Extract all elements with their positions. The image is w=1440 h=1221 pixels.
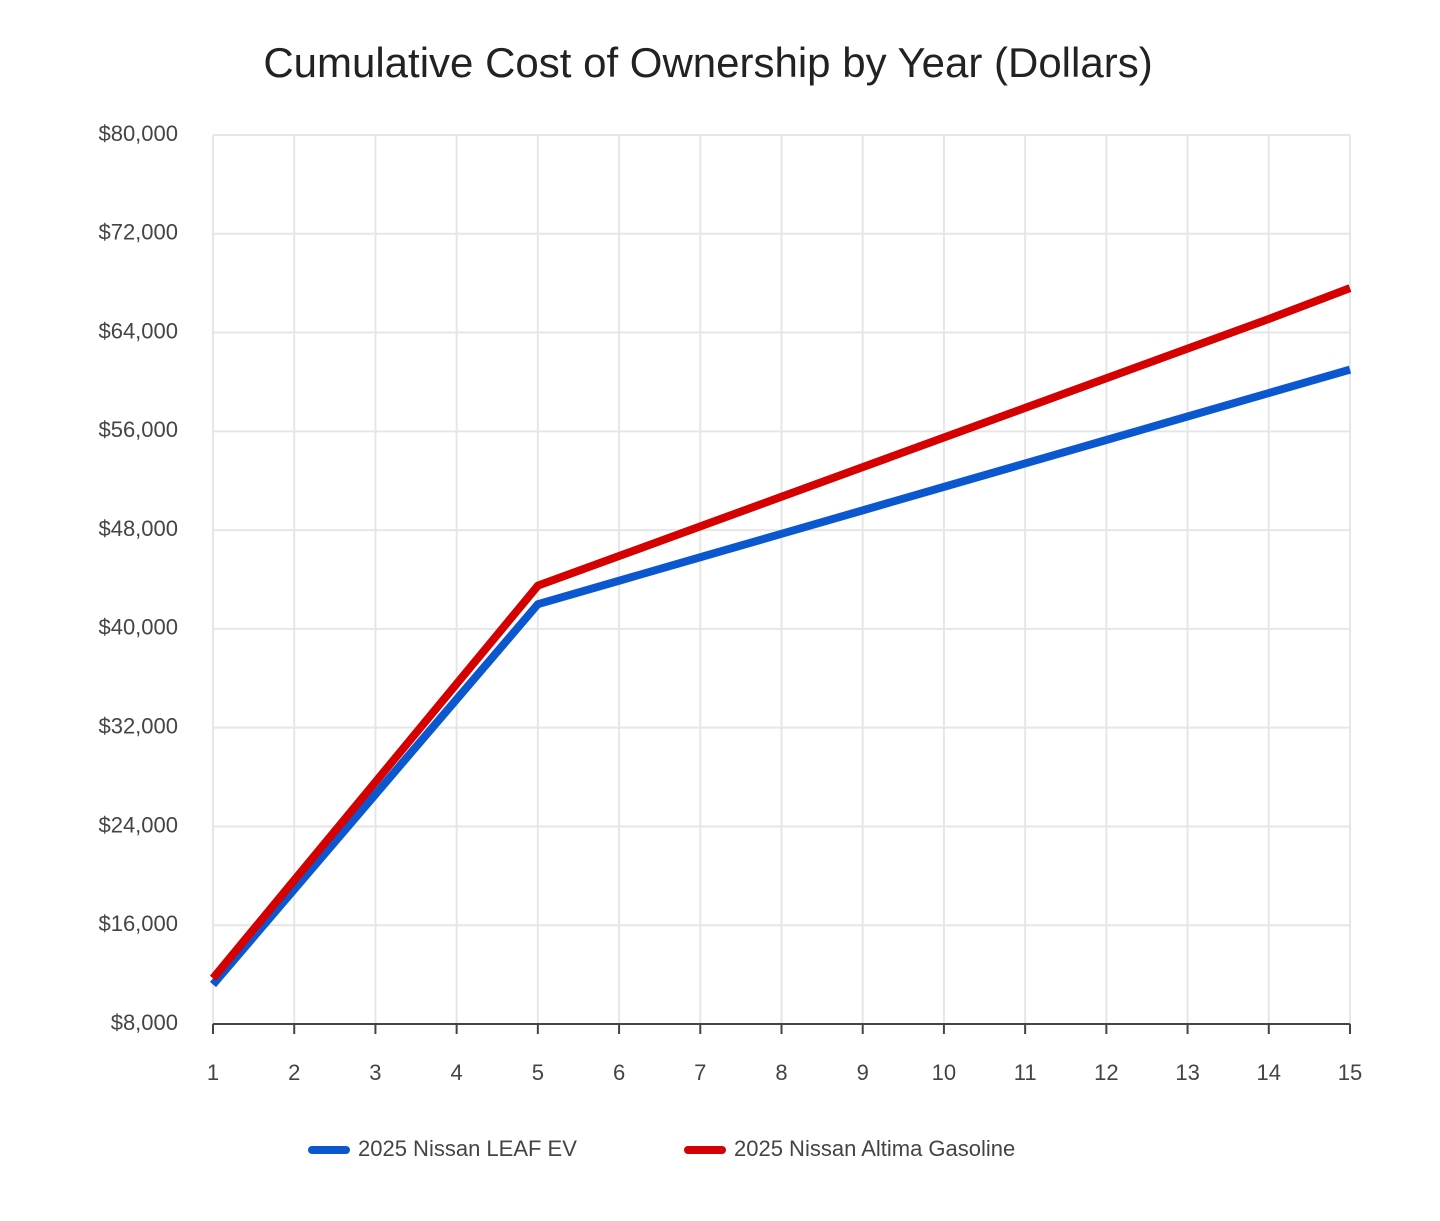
series-line	[209, 365, 1352, 988]
x-tick-label: 3	[369, 1060, 381, 1085]
y-tick-label: $32,000	[98, 713, 178, 738]
x-tick-label: 8	[775, 1060, 787, 1085]
x-tick-label: 1	[207, 1060, 219, 1085]
y-tick-label: $56,000	[98, 417, 178, 442]
x-tick-label: 5	[532, 1060, 544, 1085]
x-tick-label: 9	[857, 1060, 869, 1085]
x-tick-label: 10	[932, 1060, 956, 1085]
x-tick-label: 2	[288, 1060, 300, 1085]
y-tick-label: $64,000	[98, 318, 178, 343]
x-tick-label: 15	[1338, 1060, 1362, 1085]
legend-label: 2025 Nissan LEAF EV	[358, 1136, 577, 1161]
y-tick-label: $72,000	[98, 220, 178, 245]
x-tick-label: 12	[1094, 1060, 1118, 1085]
x-tick-label: 4	[451, 1060, 463, 1085]
x-tick-label: 14	[1257, 1060, 1281, 1085]
x-tick-label: 6	[613, 1060, 625, 1085]
y-tick-label: $24,000	[98, 812, 178, 837]
y-tick-label: $40,000	[98, 615, 178, 640]
y-tick-label: $48,000	[98, 516, 178, 541]
x-tick-label: 11	[1014, 1060, 1037, 1085]
y-tick-label: $8,000	[111, 1010, 178, 1035]
y-tick-label: $80,000	[98, 121, 178, 146]
x-tick-label: 13	[1175, 1060, 1199, 1085]
legend-label: 2025 Nissan Altima Gasoline	[734, 1136, 1015, 1161]
y-tick-label: $16,000	[98, 911, 178, 936]
x-tick-label: 7	[694, 1060, 706, 1085]
series-line	[209, 284, 1352, 981]
chart-title: Cumulative Cost of Ownership by Year (Do…	[263, 39, 1152, 86]
